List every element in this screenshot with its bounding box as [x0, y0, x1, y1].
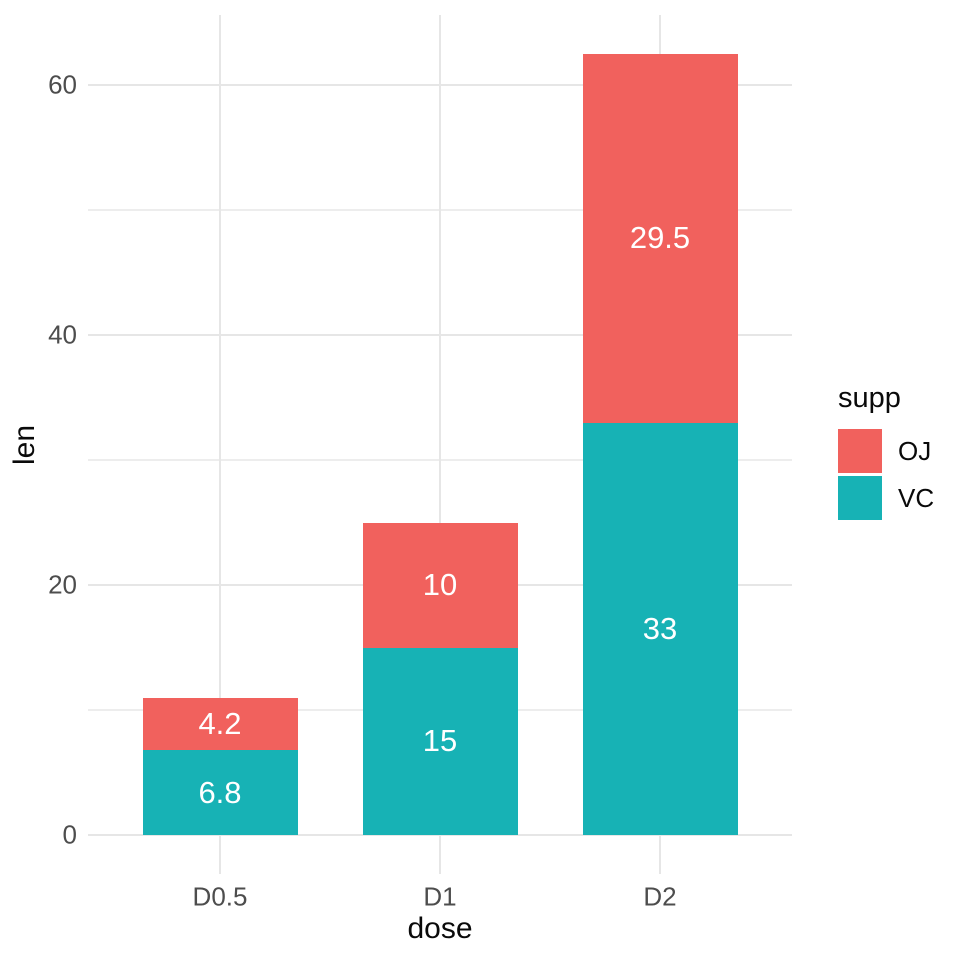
- x-tick-label-D1: D1: [423, 881, 457, 912]
- x-tick-label-D2: D2: [643, 881, 677, 912]
- y-axis-title: len: [8, 424, 41, 466]
- bar-segment-VC-D1: [362, 647, 518, 835]
- x-tick-label-D0.5: D0.5: [192, 881, 248, 912]
- legend-swatch-VC: [838, 476, 882, 520]
- legend-entries: OJ VC: [838, 429, 934, 520]
- y-tick-label-20: 20: [48, 569, 77, 600]
- x-axis-title: dose: [407, 912, 473, 945]
- bar-segment-VC-D0.5: [142, 750, 298, 835]
- bar-value-label-VC-D2: 33: [642, 610, 678, 646]
- bar-value-label-OJ-D0.5: 4.2: [198, 705, 242, 741]
- gridline-vertical-D1: [438, 15, 442, 874]
- bar-segment-OJ-D2: [582, 53, 738, 423]
- legend-label-VC: VC: [898, 482, 935, 513]
- bar-segment-OJ-D0.5: [142, 697, 298, 750]
- y-tick-label-0: 0: [62, 819, 77, 850]
- bar-segment-VC-D2: [582, 422, 738, 835]
- bar-value-label-OJ-D1: 10: [422, 567, 458, 602]
- y-tick-label-40: 40: [48, 319, 77, 350]
- legend-entry-OJ: OJ: [838, 429, 934, 473]
- bar-value-label-VC-D0.5: 6.8: [198, 774, 242, 810]
- legend: supp OJ VC: [838, 382, 934, 523]
- legend-swatch-OJ: [838, 429, 882, 473]
- gridline-vertical-D0.5: [218, 15, 222, 874]
- legend-title: supp: [838, 382, 901, 414]
- legend-entry-VC: VC: [838, 476, 934, 520]
- y-tick-label-60: 60: [48, 69, 77, 100]
- bar-value-label-OJ-D2: 29.5: [629, 220, 691, 256]
- bar-segment-OJ-D1: [362, 522, 518, 648]
- legend-label-OJ: OJ: [898, 435, 932, 466]
- bar-value-label-VC-D1: 15: [422, 723, 458, 759]
